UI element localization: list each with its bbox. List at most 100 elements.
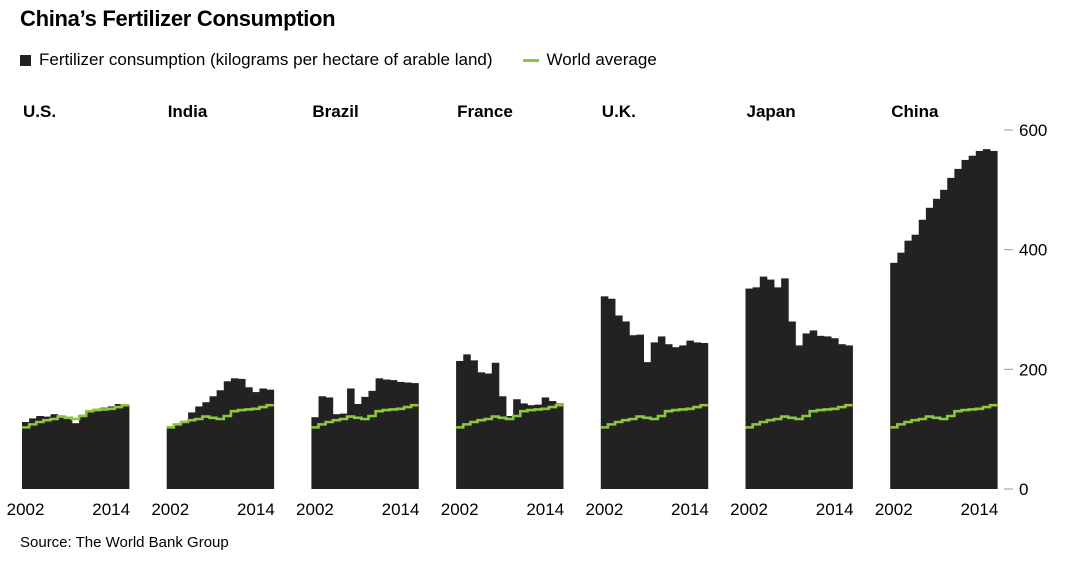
bar-2010 <box>79 414 87 489</box>
bar-2004 <box>759 276 768 489</box>
bar-2004 <box>904 240 912 489</box>
bar-2009 <box>71 423 80 489</box>
bar-2013 <box>679 345 687 489</box>
x-tick-label: 2014 <box>92 500 130 519</box>
legend-label-fertilizer: Fertilizer consumption (kilograms per he… <box>39 50 493 69</box>
bar-2014 <box>252 392 260 489</box>
panel-title: Brazil <box>312 102 358 121</box>
x-tick-label: 2014 <box>671 500 709 519</box>
bar-2016 <box>700 343 709 489</box>
bar-2005 <box>43 416 51 489</box>
bar-2012 <box>238 378 246 489</box>
bar-2012 <box>527 405 535 489</box>
y-axis: 0 200 400 600 <box>1004 121 1047 499</box>
bar-2005 <box>188 412 196 489</box>
panel-us: U.S. 2002 2014 <box>7 102 130 519</box>
bar-2016 <box>121 405 130 489</box>
bar-2006 <box>774 287 782 489</box>
legend-swatch-fertilizer <box>20 54 31 66</box>
bar-2004 <box>470 360 478 489</box>
bar-2013 <box>823 336 832 489</box>
bar-2014 <box>975 150 984 489</box>
bar-2011 <box>954 168 962 489</box>
bar-2005 <box>622 321 630 489</box>
bar-2007 <box>57 415 66 489</box>
bar-2012 <box>382 379 391 489</box>
bar-2013 <box>100 407 108 489</box>
bar-2002 <box>890 262 898 489</box>
bar-2009 <box>361 396 369 489</box>
bar-2015 <box>693 342 702 489</box>
bar-2011 <box>809 330 818 489</box>
bar-2003 <box>173 424 182 489</box>
legend-label-world-average: World average <box>546 50 657 69</box>
bar-2010 <box>368 390 376 489</box>
bar-2011 <box>520 403 528 489</box>
panel-china: China 2002 2014 <box>875 102 998 519</box>
bar-2008 <box>64 418 73 489</box>
x-tick-label: 2014 <box>960 500 998 519</box>
chart-title: China’s Fertilizer Consumption <box>20 6 336 31</box>
bar-2008 <box>788 321 796 489</box>
panel-title: India <box>168 102 208 121</box>
bar-2016 <box>555 403 564 489</box>
bar-2004 <box>325 397 334 489</box>
x-tick-label: 2002 <box>585 500 623 519</box>
legend-item-fertilizer: Fertilizer consumption (kilograms per he… <box>20 50 493 70</box>
panel-title: U.S. <box>23 102 56 121</box>
bar-2008 <box>209 396 218 489</box>
bar-2003 <box>752 287 761 489</box>
bar-2016 <box>845 345 853 489</box>
bar-2009 <box>506 416 514 489</box>
bar-2005 <box>911 234 920 489</box>
bar-2007 <box>491 362 500 489</box>
bar-2010 <box>223 381 232 489</box>
x-tick-label: 2014 <box>816 500 854 519</box>
world-average-line <box>890 403 998 429</box>
world-average-line <box>166 403 274 429</box>
bar-2002 <box>600 296 609 489</box>
bar-2013 <box>245 387 253 489</box>
bar-2011 <box>665 344 673 489</box>
bar-2015 <box>838 344 846 489</box>
bar-2004 <box>180 421 189 489</box>
bar-2006 <box>484 373 493 489</box>
bar-2013 <box>968 155 977 490</box>
panel-title: China <box>891 102 939 121</box>
bar-2016 <box>990 150 998 489</box>
world-average-line <box>745 403 853 429</box>
bar-2011 <box>375 378 384 489</box>
panel-japan: Japan 2002 2014 <box>730 102 853 519</box>
x-tick-label: 2014 <box>237 500 275 519</box>
bar-2012 <box>93 408 101 489</box>
bar-2003 <box>318 396 327 489</box>
bar-2010 <box>947 177 955 489</box>
bar-2005 <box>477 372 486 489</box>
bar-2007 <box>636 334 644 489</box>
bar-2014 <box>397 381 405 489</box>
bar-2014 <box>541 397 550 489</box>
bar-2016 <box>411 383 419 489</box>
panel-title: France <box>457 102 513 121</box>
bar-2008 <box>933 198 941 489</box>
x-tick-label: 2014 <box>526 500 564 519</box>
bar-2006 <box>50 414 59 489</box>
bar-2011 <box>230 378 239 489</box>
bar-2002 <box>166 426 175 489</box>
panel-uk: U.K. 2002 2014 <box>585 102 708 519</box>
panel-title: U.K. <box>602 102 636 121</box>
bar-2012 <box>961 159 970 490</box>
bar-2007 <box>202 402 210 489</box>
x-tick-label: 2002 <box>730 500 768 519</box>
bar-2014 <box>831 338 839 489</box>
bar-2007 <box>781 278 789 489</box>
y-tick-label: 600 <box>1019 121 1047 140</box>
bar-2003 <box>897 252 905 489</box>
panel-france: France 2002 2014 <box>441 102 564 519</box>
bar-2006 <box>339 413 348 489</box>
x-tick-label: 2002 <box>151 500 189 519</box>
bar-2002 <box>22 421 30 489</box>
bar-2002 <box>745 288 754 489</box>
panel-india: India 2002 2014 <box>151 102 274 519</box>
